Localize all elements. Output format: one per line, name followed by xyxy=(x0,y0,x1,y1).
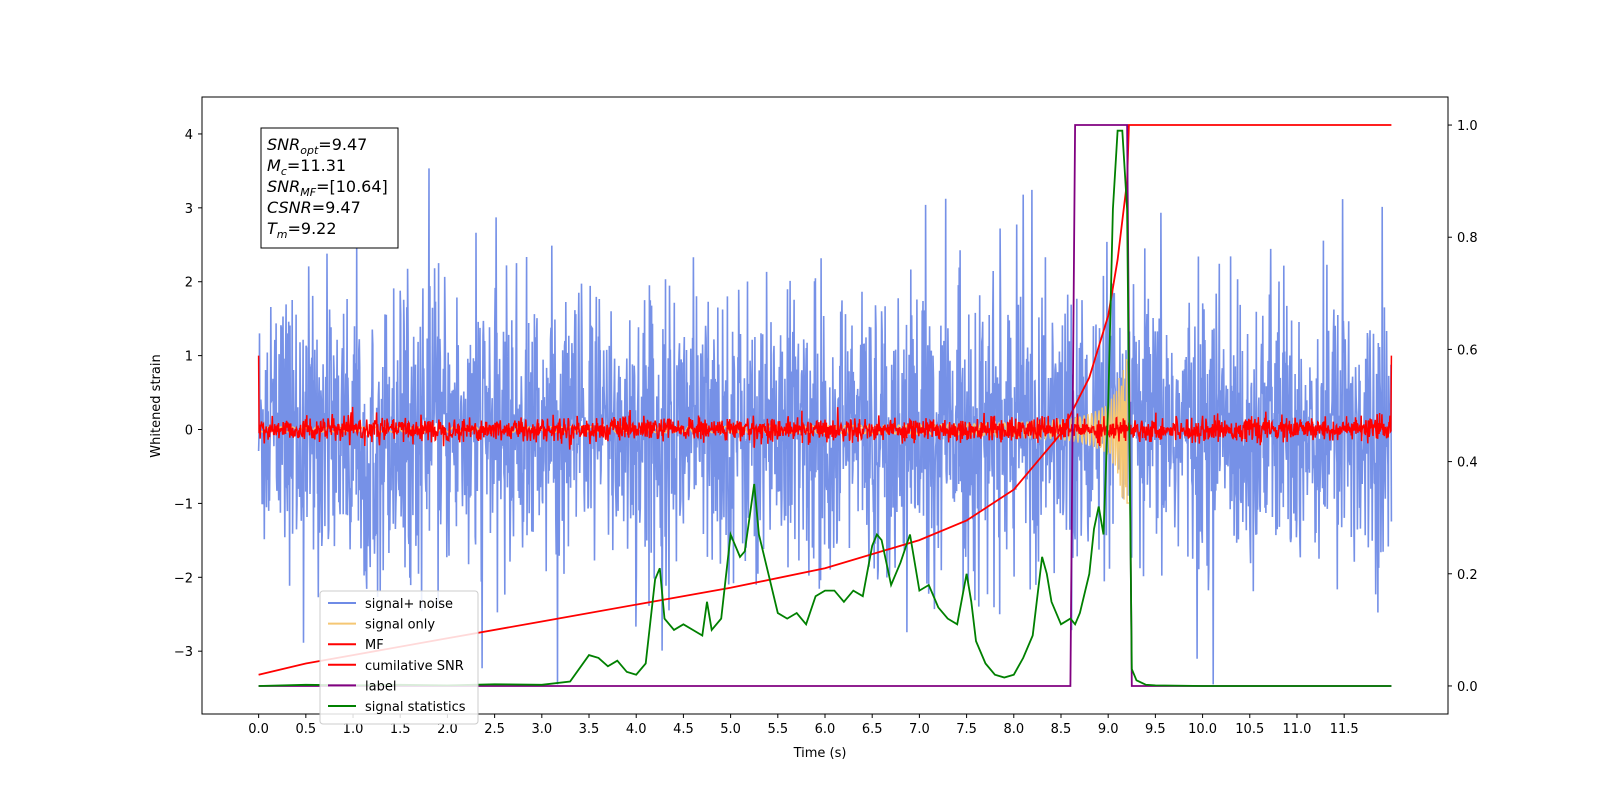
y-tick-label: −3 xyxy=(174,645,193,660)
x-tick-label: 11.5 xyxy=(1330,722,1359,737)
x-tick-label: 11.0 xyxy=(1282,722,1311,737)
legend-label: signal statistics xyxy=(365,700,466,715)
x-axis-title: Time (s) xyxy=(793,746,847,761)
legend: signal+ noise signal only MF cumilative SNR… xyxy=(319,590,479,725)
y-tick-label: 1 xyxy=(185,350,193,365)
y2-tick-label: 0.4 xyxy=(1457,456,1478,471)
x-tick-label: 9.0 xyxy=(1098,722,1119,737)
x-tick-label: 8.0 xyxy=(1003,722,1024,737)
y-tick-label: 0 xyxy=(185,424,193,439)
x-tick-label: 9.5 xyxy=(1145,722,1166,737)
x-tick-label: 4.0 xyxy=(626,722,647,737)
series-signal-statistics xyxy=(258,129,1392,687)
x-tick-label: 4.5 xyxy=(673,722,694,737)
info-line: Mc=11.31 xyxy=(267,156,346,178)
y-tick-label: 3 xyxy=(185,202,193,217)
y-axis-right: 0.0 0.2 0.4 0.6 0.8 1.0 xyxy=(1448,119,1478,695)
legend-item: signal statistics xyxy=(328,700,466,715)
info-line: Tm=9.22 xyxy=(267,219,337,241)
x-tick-label: 0.5 xyxy=(295,722,316,737)
x-tick-label: 10.5 xyxy=(1235,722,1264,737)
y-tick-label: 2 xyxy=(185,276,193,291)
x-tick-label: 2.0 xyxy=(437,722,458,737)
legend-item: cumilative SNR xyxy=(328,659,464,674)
legend-frame xyxy=(319,590,479,725)
x-axis: 0.0 0.5 1.0 1.5 2.0 2.5 3.0 3.5 4.0 4.5 5.0 5.5 6.0 6… xyxy=(248,714,1359,737)
y-tick-label: −2 xyxy=(174,571,193,586)
x-tick-label: 7.5 xyxy=(956,722,977,737)
x-tick-label: 3.5 xyxy=(579,722,600,737)
info-box-frame xyxy=(260,127,399,249)
x-tick-label: 1.0 xyxy=(343,722,364,737)
x-tick-label: 3.0 xyxy=(531,722,552,737)
info-line: CSNR=9.47 xyxy=(267,198,361,217)
x-tick-label: 8.5 xyxy=(1051,722,1072,737)
series-mf xyxy=(257,355,1393,450)
legend-label: label xyxy=(365,679,396,694)
y-tick-label: −1 xyxy=(174,497,193,512)
y2-tick-label: 0.2 xyxy=(1457,568,1478,583)
legend-label: cumilative SNR xyxy=(365,659,464,674)
y2-tick-label: 0.6 xyxy=(1457,343,1478,358)
info-line: SNRMF=[10.64] xyxy=(267,177,388,199)
y2-tick-label: 1.0 xyxy=(1457,119,1478,134)
x-tick-label: 2.5 xyxy=(484,722,505,737)
x-tick-label: 1.5 xyxy=(390,722,411,737)
series-signal-noise xyxy=(257,168,1393,685)
legend-item: signal+ noise xyxy=(328,597,453,612)
legend-item: signal only xyxy=(328,618,435,633)
legend-label: MF xyxy=(365,638,384,653)
x-tick-label: 5.0 xyxy=(720,722,741,737)
x-tick-label: 0.0 xyxy=(248,722,269,737)
x-tick-label: 10.0 xyxy=(1188,722,1217,737)
x-tick-label: 6.0 xyxy=(815,722,836,737)
legend-label: signal only xyxy=(365,618,435,633)
legend-item: label xyxy=(328,679,396,694)
x-tick-label: 7.0 xyxy=(909,722,930,737)
info-box: SNRopt=9.47Mc=11.31SNRMF=[10.64]CSNR=9.4… xyxy=(260,127,399,249)
x-tick-label: 6.5 xyxy=(862,722,883,737)
legend-label: signal+ noise xyxy=(365,597,453,612)
y-tick-label: 4 xyxy=(185,128,193,143)
info-line: SNRopt=9.47 xyxy=(267,135,367,157)
x-tick-label: 5.5 xyxy=(767,722,788,737)
y-axis-title: Whitened strain xyxy=(149,354,164,457)
y2-tick-label: 0.8 xyxy=(1457,231,1478,246)
legend-item: MF xyxy=(328,638,384,653)
y2-tick-label: 0.0 xyxy=(1457,680,1478,695)
y-axis-left: −3 −2 −1 0 1 2 3 4 xyxy=(174,128,202,660)
